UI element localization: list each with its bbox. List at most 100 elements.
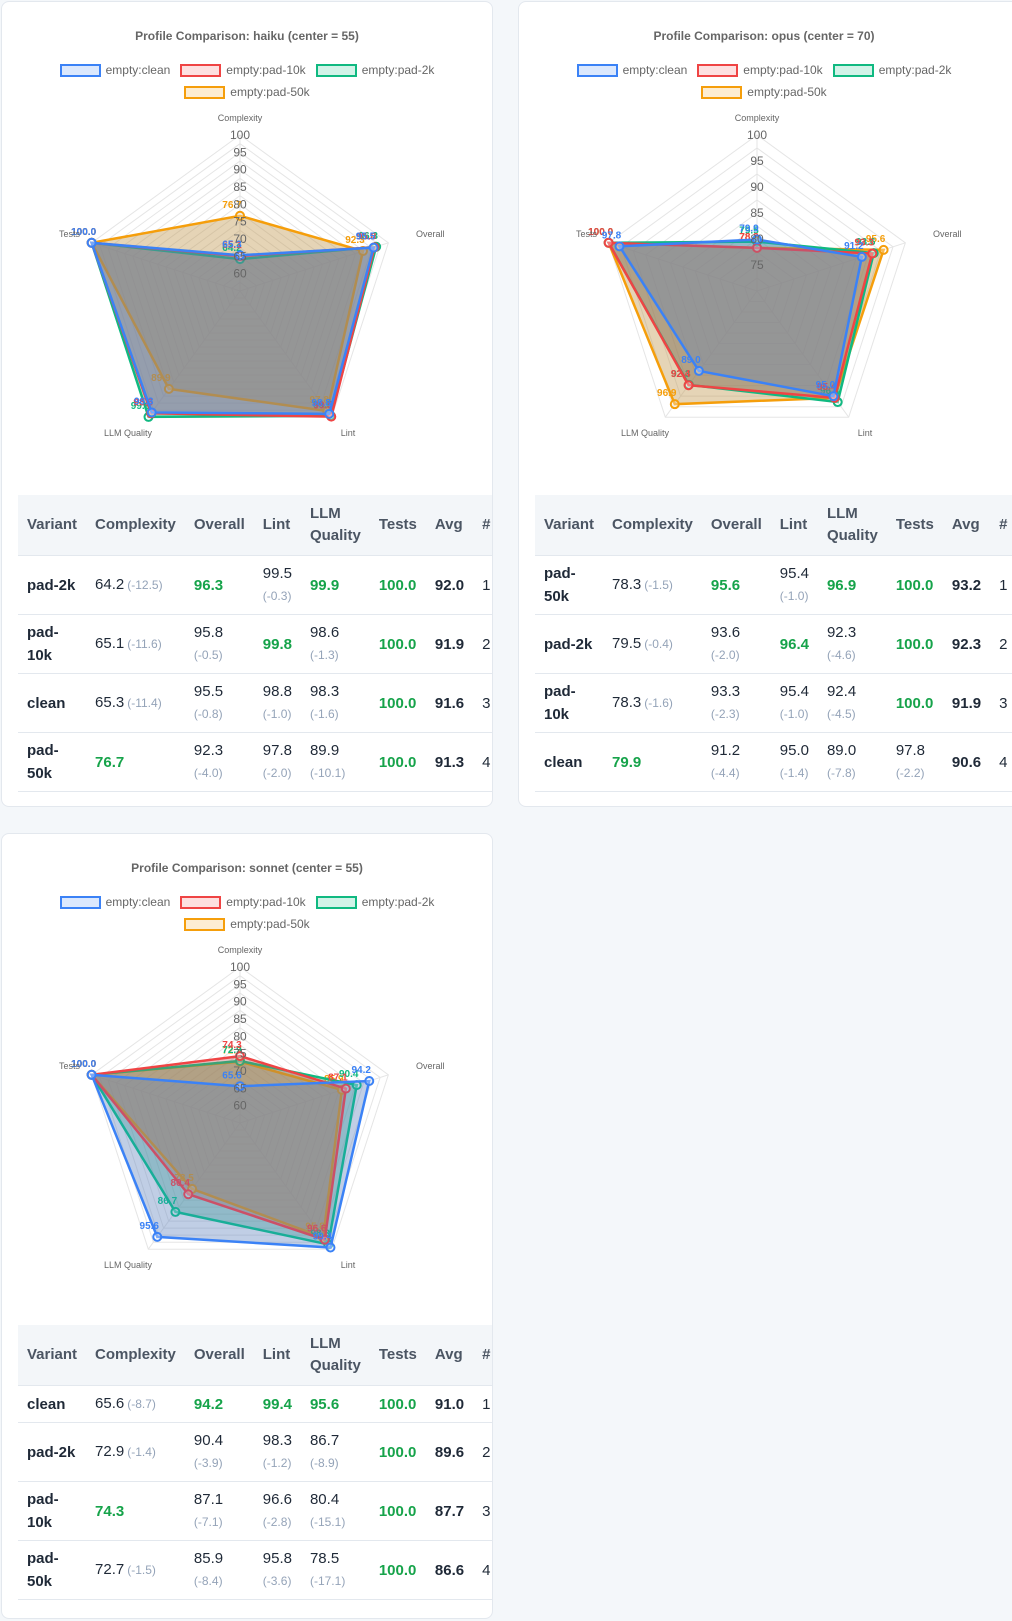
data-label: 74.3 (222, 1040, 242, 1051)
data-label: 98.6 (133, 397, 153, 408)
column-header[interactable]: Avg (942, 495, 991, 556)
radar-chart-opus[interactable]: 78.395.695.496.9100.079.593.696.492.3100… (519, 2, 1012, 472)
column-header[interactable]: Overall (701, 495, 771, 556)
table-row: clean 65.6 (-8.7) 94.2 99.4 95.6 100.0 91.0 1 (18, 1385, 492, 1423)
legend-label: empty:pad-10k (226, 63, 306, 77)
series-empty:clean (89, 241, 376, 416)
tick-label: 95 (750, 154, 764, 168)
variant-cell: pad-2k (18, 555, 87, 615)
column-header[interactable]: # (473, 495, 492, 556)
column-header[interactable]: Lint (253, 1325, 301, 1386)
column-header[interactable]: Variant (535, 495, 604, 556)
delta-value: (-1.4) (127, 1445, 156, 1459)
column-header[interactable]: Tests (369, 1325, 426, 1386)
column-header[interactable]: LLM Quality (817, 495, 887, 556)
legend-item[interactable]: empty:pad-10k (180, 894, 306, 910)
legend-swatch-icon (180, 63, 222, 77)
delta-value: (-10.1) (309, 766, 346, 780)
axis-label: Lint (858, 428, 873, 438)
data-label: 79.9 (739, 224, 759, 235)
column-header[interactable]: Avg (425, 495, 474, 556)
table-row: pad-10k 78.3 (-1.6) 93.3 (-2.3) 95.4 (-1.0) 92.… (535, 673, 1012, 733)
column-header[interactable]: Avg (425, 1325, 474, 1386)
data-label: 100.0 (71, 227, 96, 238)
legend-swatch-icon (576, 63, 618, 77)
legend-item[interactable]: empty:pad-2k (832, 62, 951, 78)
column-header[interactable]: # (990, 495, 1012, 556)
legend-item[interactable]: empty:pad-50k (701, 84, 827, 100)
delta-value: (-4.6) (826, 648, 856, 662)
legend-label: empty:pad-50k (230, 85, 310, 99)
legend-swatch-icon (315, 895, 357, 909)
data-label: 72.7 (222, 1046, 242, 1057)
column-header[interactable]: Overall (184, 495, 254, 556)
column-header[interactable]: Lint (253, 495, 301, 556)
data-point (152, 1231, 163, 1242)
column-header[interactable]: LLM Quality (300, 1325, 370, 1386)
legend-item[interactable]: empty:pad-50k (184, 916, 310, 932)
llm-cell: 80.4 (-15.1) (300, 1481, 370, 1541)
delta-value: (-1.3) (309, 648, 339, 662)
column-header[interactable]: Overall (184, 1325, 254, 1386)
lint-cell: 98.3 (-1.2) (253, 1422, 301, 1482)
panel-sonnet: 72.785.995.878.5100.072.990.498.386.7100… (1, 833, 493, 1619)
chart-legend: empty:clean empty:pad-10k empty:pad-2k empt… (2, 62, 492, 100)
table-row: pad-10k 74.3 87.1 (-7.1) 96.6 (-2.8) 80.4 (-15.… (18, 1481, 492, 1541)
overall-cell: 96.3 (184, 555, 254, 615)
data-label: 99.9 (131, 401, 151, 412)
legend-label: empty:clean (622, 63, 688, 77)
legend-item[interactable]: empty:pad-10k (180, 62, 306, 78)
delta-value: (-2.0) (262, 766, 292, 780)
legend-item[interactable]: empty:pad-2k (315, 62, 434, 78)
column-header[interactable]: Tests (369, 495, 426, 556)
legend-item[interactable]: empty:pad-10k (697, 62, 823, 78)
lint-cell: 99.5 (-0.3) (253, 555, 301, 615)
delta-value: (-0.8) (193, 707, 223, 721)
tick-label: 60 (233, 1099, 247, 1113)
data-point (368, 242, 379, 253)
data-point (603, 237, 614, 248)
data-label: 95.6 (140, 1221, 160, 1232)
column-header[interactable]: Variant (18, 495, 87, 556)
variant-cell: pad-50k (18, 1540, 87, 1600)
data-point (867, 248, 878, 259)
column-header[interactable]: Tests (886, 495, 943, 556)
data-label: 100.0 (71, 1059, 96, 1070)
variant-cell: pad-2k (535, 614, 604, 674)
data-label: 95.5 (356, 232, 376, 243)
tick-label: 90 (750, 180, 764, 194)
legend-item[interactable]: empty:clean (576, 62, 688, 78)
legend-swatch-icon (59, 63, 101, 77)
column-header[interactable]: Variant (18, 1325, 87, 1386)
rank-cell: 2 (990, 614, 1012, 674)
column-header[interactable]: LLM Quality (300, 495, 370, 556)
llm-cell: 98.3 (-1.6) (300, 673, 370, 733)
lint-cell: 96.4 (770, 614, 818, 674)
data-point (235, 250, 245, 261)
legend-item[interactable]: empty:pad-50k (184, 84, 310, 100)
data-label: 95.4 (817, 382, 837, 393)
legend-item[interactable]: empty:pad-2k (315, 894, 434, 910)
tick-label: 95 (233, 145, 247, 159)
data-point (693, 365, 704, 376)
tests-cell: 100.0 (886, 673, 943, 733)
column-header[interactable]: Complexity (86, 1325, 185, 1386)
avg-cell: 91.9 (425, 614, 474, 674)
delta-value: (-2.0) (710, 648, 740, 662)
radar-chart-haiku[interactable]: 76.7 92.3 97.8 89.9 100.0 64.2 96.3 99.5 99.9 100… (2, 2, 493, 472)
data-label: 96.6 (307, 1224, 327, 1235)
rank-cell: 3 (473, 1481, 492, 1541)
legend-swatch-icon (184, 85, 226, 99)
delta-value: (-11.4) (127, 696, 162, 710)
column-header[interactable]: # (473, 1325, 492, 1386)
legend-item[interactable]: empty:clean (59, 62, 170, 78)
column-header[interactable]: Complexity (86, 495, 185, 556)
avg-cell: 91.9 (942, 673, 991, 733)
legend-item[interactable]: empty:clean (59, 894, 170, 910)
radar-chart-sonnet[interactable]: 72.785.995.878.5100.072.990.498.386.7100… (2, 834, 493, 1304)
rank-cell: 3 (990, 673, 1012, 733)
data-label: 72.9 (222, 1045, 242, 1056)
column-header[interactable]: Complexity (603, 495, 702, 556)
column-header[interactable]: Lint (770, 495, 818, 556)
data-point (669, 399, 680, 410)
